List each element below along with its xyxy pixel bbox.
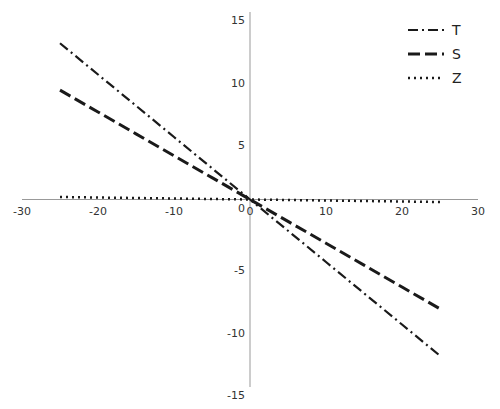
y-tick-label: -15 bbox=[227, 389, 245, 402]
chart: -30 -20 -10 0 10 20 30 -15 -10 -5 0 5 10 15 TSZ bbox=[0, 0, 500, 409]
y-tick-label: -10 bbox=[227, 327, 245, 340]
x-tick-label: 0 bbox=[247, 205, 254, 218]
y-tick-label: 15 bbox=[231, 14, 245, 27]
y-tick-label: 5 bbox=[238, 139, 245, 152]
legend-label: S bbox=[452, 46, 461, 62]
x-tick-label: 10 bbox=[319, 205, 333, 218]
legend-label: T bbox=[451, 22, 461, 38]
series-line bbox=[60, 90, 440, 309]
x-tick-label: -10 bbox=[165, 205, 183, 218]
background bbox=[0, 0, 500, 409]
y-tick-label: -5 bbox=[234, 264, 245, 277]
y-tick-label: 0 bbox=[238, 202, 245, 215]
legend-swatch bbox=[408, 53, 444, 56]
legend: TSZ bbox=[408, 22, 462, 86]
x-tick-label: 20 bbox=[395, 205, 409, 218]
x-tick-label: 30 bbox=[471, 205, 485, 218]
x-tick-label: -30 bbox=[13, 205, 31, 218]
legend-swatch bbox=[408, 29, 444, 31]
legend-label: Z bbox=[452, 70, 462, 86]
x-tick-label: -20 bbox=[89, 205, 107, 218]
series-line bbox=[60, 43, 440, 356]
y-tick-label: 10 bbox=[231, 77, 245, 90]
plot-area bbox=[60, 43, 440, 356]
legend-swatch bbox=[408, 77, 444, 80]
series-line bbox=[60, 197, 440, 202]
